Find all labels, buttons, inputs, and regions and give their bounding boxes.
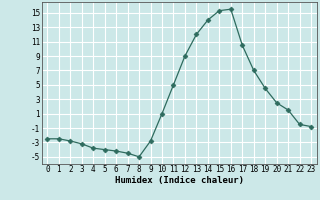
X-axis label: Humidex (Indice chaleur): Humidex (Indice chaleur) bbox=[115, 176, 244, 185]
